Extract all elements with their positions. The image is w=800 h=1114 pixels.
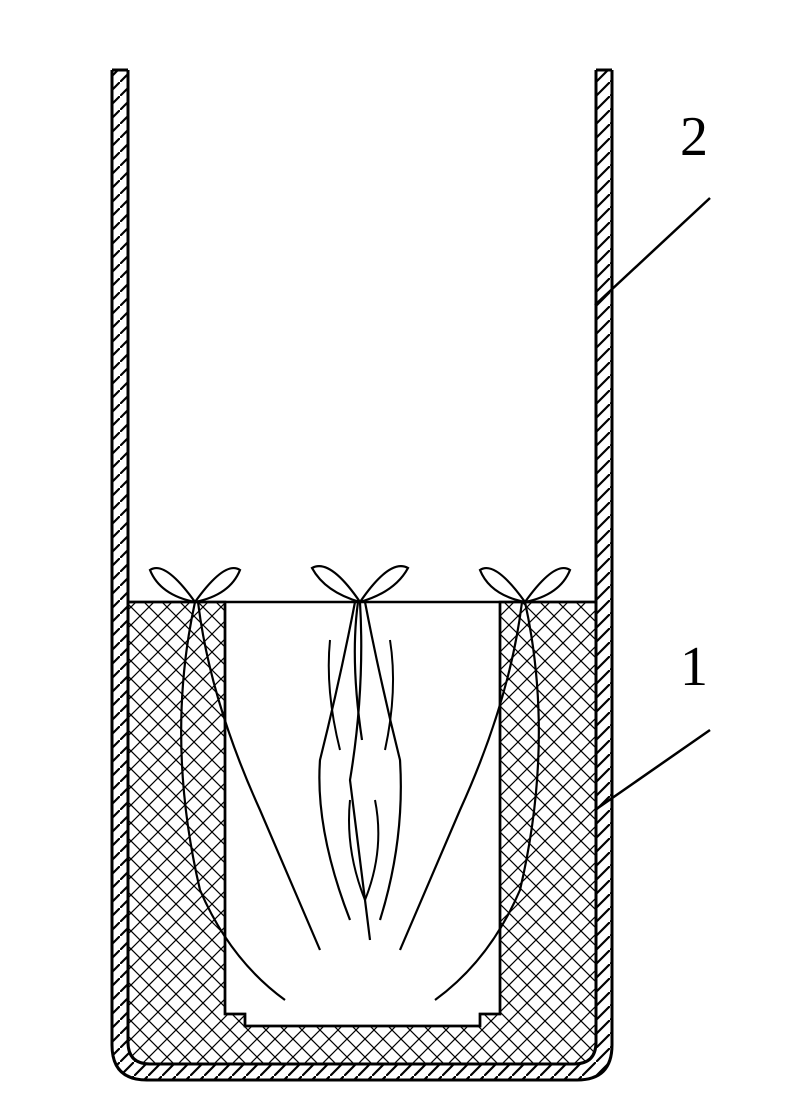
diagram-svg — [50, 40, 750, 1100]
label-1: 1 — [680, 635, 708, 699]
technical-diagram — [50, 40, 750, 1080]
label-2: 2 — [680, 105, 708, 169]
soil-region — [128, 602, 596, 1064]
